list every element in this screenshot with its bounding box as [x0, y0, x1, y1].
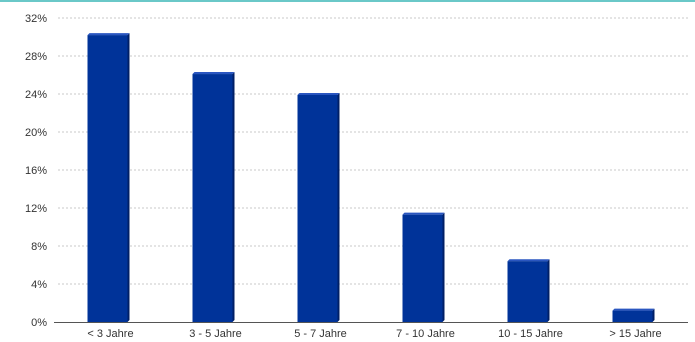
bar: [192, 72, 235, 322]
bar: [612, 308, 655, 322]
x-axis-category-labels: < 3 Jahre 3 - 5 Jahre 5 - 7 Jahre 7 - 10 Ja…: [87, 328, 661, 340]
y-tick-label: 8%: [31, 241, 47, 253]
x-category-label: 3 - 5 Jahre: [189, 328, 242, 340]
bar-side: [547, 259, 550, 322]
bar-front: [612, 310, 653, 322]
bar-front: [192, 74, 233, 322]
bar-front: [402, 214, 443, 322]
bar-top: [402, 212, 445, 215]
y-tick-label: 4%: [31, 279, 47, 291]
bar: [507, 259, 550, 322]
x-category-label: 5 - 7 Jahre: [294, 328, 347, 340]
y-tick-label: 0%: [31, 317, 47, 329]
bar-side: [652, 308, 655, 322]
grid-lines: [58, 17, 688, 285]
bar-front: [507, 261, 548, 322]
bar-side: [127, 33, 130, 322]
y-tick-label: 28%: [25, 51, 47, 63]
bar: [402, 212, 445, 322]
bar: [297, 92, 340, 322]
y-tick-label: 16%: [25, 165, 47, 177]
bar: [87, 33, 130, 322]
bar-top: [507, 259, 550, 262]
bar-side: [337, 92, 340, 322]
x-category-label: 10 - 15 Jahre: [498, 328, 563, 340]
bar-top: [297, 92, 340, 95]
y-tick-label: 32%: [25, 13, 47, 25]
bar-top: [192, 72, 235, 75]
x-category-label: 7 - 10 Jahre: [396, 328, 455, 340]
bar-top: [87, 33, 130, 36]
bar-side: [232, 72, 235, 322]
y-axis-tick-labels: 0% 4% 8% 12% 16% 20% 24% 28% 32%: [25, 13, 47, 329]
bar-top: [612, 308, 655, 311]
bar-front: [297, 94, 338, 322]
y-tick-label: 12%: [25, 203, 47, 215]
y-tick-label: 24%: [25, 89, 47, 101]
bar-front: [87, 35, 128, 322]
x-category-label: > 15 Jahre: [609, 328, 661, 340]
x-category-label: < 3 Jahre: [87, 328, 133, 340]
bars: [87, 33, 655, 322]
bar-side: [442, 212, 445, 322]
y-tick-label: 20%: [25, 127, 47, 139]
